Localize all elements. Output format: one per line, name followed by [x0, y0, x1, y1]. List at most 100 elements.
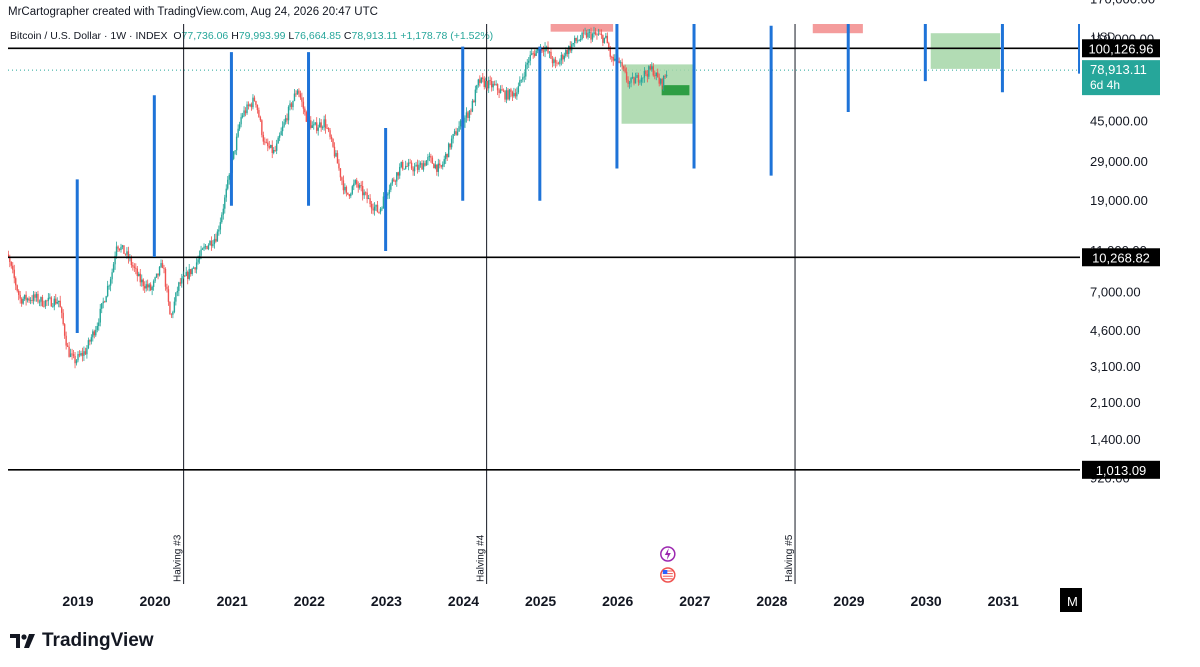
- candle-body: [446, 153, 448, 158]
- candle-body: [375, 204, 377, 207]
- candle-body: [221, 214, 223, 223]
- candle-body: [204, 246, 207, 247]
- candle-body: [47, 297, 50, 301]
- candle-body: [224, 197, 226, 209]
- candle-body: [532, 53, 534, 55]
- candle-body: [173, 301, 176, 312]
- red-zone-box: [550, 24, 614, 32]
- x-tick-label: 2021: [217, 593, 248, 609]
- candle-body: [591, 34, 594, 40]
- candle-body: [295, 93, 297, 95]
- candle-body: [645, 70, 647, 74]
- candle-body: [25, 294, 27, 301]
- candle-body: [455, 131, 457, 136]
- candle-body: [430, 155, 432, 158]
- y-tick-label: 1,400.00: [1090, 432, 1141, 447]
- candle-body: [278, 135, 281, 138]
- candle-body: [522, 77, 524, 80]
- candle-body: [602, 35, 604, 43]
- candle-body: [473, 100, 475, 103]
- candle-body: [169, 301, 171, 315]
- symbol-label: Bitcoin / U.S. Dollar · 1W · INDEX: [10, 30, 168, 42]
- candle-body: [44, 300, 47, 307]
- candle-body: [305, 112, 308, 122]
- candle-body: [200, 249, 202, 256]
- candle-body: [90, 337, 93, 342]
- candle-body: [184, 275, 186, 277]
- candle-body: [84, 351, 87, 355]
- candle-body: [404, 165, 407, 169]
- candle-body: [213, 238, 216, 245]
- candle-body: [394, 180, 396, 182]
- candle-body: [203, 246, 205, 249]
- candle-body: [361, 185, 364, 196]
- candle-body: [246, 104, 248, 114]
- candle-body: [450, 138, 453, 148]
- candle-body: [421, 163, 423, 170]
- candle-body: [627, 79, 629, 84]
- open-value: 77,736.06: [181, 30, 229, 42]
- candle-body: [75, 360, 78, 364]
- candle-body: [587, 32, 589, 38]
- candle-body: [596, 34, 598, 36]
- candle-body: [139, 273, 141, 283]
- candle-body: [359, 185, 361, 188]
- candle-body: [46, 300, 48, 302]
- candle-body: [152, 281, 155, 287]
- candle-body: [34, 294, 36, 298]
- candle-body: [409, 162, 411, 164]
- candle-body: [270, 144, 272, 148]
- ohlc-legend: Bitcoin / U.S. Dollar · 1W · INDEX O77,7…: [10, 30, 493, 42]
- candle-body: [178, 282, 180, 291]
- candle-body: [390, 183, 392, 190]
- candle-body: [428, 155, 431, 157]
- candle-body: [630, 78, 632, 83]
- candle-body: [456, 131, 459, 136]
- candle-body: [158, 266, 161, 276]
- x-tick-label: 2019: [62, 593, 93, 609]
- candle-body: [267, 142, 269, 147]
- candle-body: [628, 82, 631, 84]
- candle-body: [320, 122, 322, 128]
- candle-body: [188, 269, 190, 279]
- candle-body: [3, 256, 4, 257]
- close-value: 78,913.11: [351, 30, 398, 42]
- candle-body: [287, 106, 290, 121]
- level-label: 100,126.96: [1088, 41, 1153, 56]
- candle-body: [151, 286, 153, 291]
- candle-body: [102, 301, 104, 304]
- candle-body: [197, 259, 199, 263]
- x-tick-label: 2026: [602, 593, 633, 609]
- candle-body: [149, 284, 152, 291]
- candle-body: [600, 33, 603, 36]
- change-value: +1,178.78 (+1.52%): [400, 30, 494, 42]
- candle-body: [443, 159, 445, 165]
- candle-body: [357, 184, 359, 188]
- candle-body: [382, 196, 385, 209]
- candle-body: [127, 251, 130, 259]
- candle-body: [665, 74, 668, 77]
- candle-body: [391, 179, 394, 184]
- candle-body: [341, 177, 343, 181]
- candle-body: [566, 50, 568, 55]
- candle-body: [118, 248, 121, 250]
- candle-body: [72, 354, 75, 356]
- candle-body: [31, 299, 33, 301]
- candle-body: [275, 143, 278, 151]
- plot-area: [3, 24, 1080, 584]
- candle-body: [290, 103, 293, 108]
- level-label-bg: [1082, 248, 1160, 267]
- candle-body: [662, 75, 665, 86]
- candle-body: [182, 275, 184, 279]
- candle-body: [575, 37, 577, 41]
- x-tick-label: 2020: [140, 593, 171, 609]
- candle-body: [578, 40, 580, 42]
- candle-body: [80, 353, 82, 356]
- candle-body: [479, 79, 481, 83]
- halving-label: Halving #3: [173, 534, 184, 582]
- candle-body: [588, 32, 591, 33]
- candle-body: [529, 54, 531, 61]
- candle-body: [292, 100, 294, 108]
- candle-body: [593, 32, 595, 35]
